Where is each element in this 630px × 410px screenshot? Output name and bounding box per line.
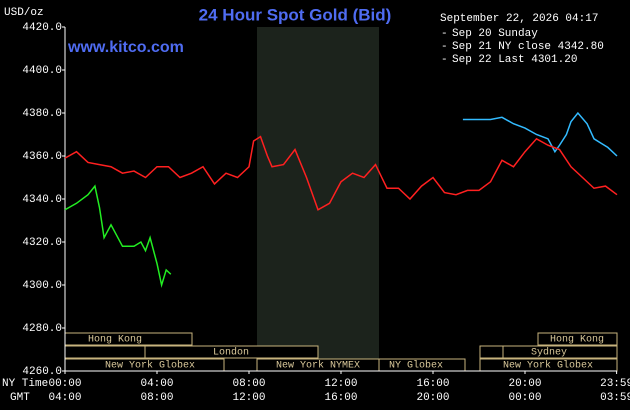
timestamp: September 22, 2026 04:17 — [440, 13, 598, 25]
session-label: NY Globex — [389, 360, 443, 372]
unit-label: USD/oz — [4, 7, 44, 19]
gmt-tick-label: 16:00 — [324, 392, 357, 404]
session-label: London — [213, 347, 249, 359]
y-tick-label: 4400.0 — [22, 65, 62, 77]
gmt-tick-label: 12:00 — [232, 392, 265, 404]
website: www.kitco.com — [67, 39, 184, 56]
legend-label: Sep 21 NY close 4342.80 — [452, 41, 604, 53]
gmt-tick-label: 03:59 — [600, 392, 630, 404]
y-tick-label: 4360.0 — [22, 151, 62, 163]
session-box — [64, 345, 146, 359]
series-line — [64, 184, 172, 288]
session-label: New York Globex — [503, 360, 593, 372]
legend-marker: - — [441, 41, 448, 53]
y-tick-label: 4320.0 — [22, 237, 62, 249]
gmt-tick-label: 04:00 — [48, 392, 81, 404]
x-tick-label: 23:59 — [600, 378, 630, 390]
session-label: Hong Kong — [88, 335, 142, 346]
legend-marker: - — [441, 54, 448, 66]
series-line — [462, 111, 618, 157]
session-label: Hong Kong — [550, 335, 604, 346]
session-box — [502, 345, 618, 359]
chart-title: 24 Hour Spot Gold (Bid) — [199, 5, 392, 24]
nymex-shade — [257, 27, 379, 371]
session-box — [537, 332, 618, 346]
y-tick-label: 4420.0 — [22, 22, 62, 34]
session-label: New York NYMEX — [276, 360, 360, 372]
legend-label: Sep 20 Sunday — [452, 28, 538, 40]
gmt-tick-label: 08:00 — [140, 392, 173, 404]
legend-label: Sep 22 Last 4301.20 — [452, 54, 577, 66]
session-label: New York Globex — [105, 360, 195, 372]
x-tick-label: 08:00 — [232, 378, 265, 390]
x-tick-label: 16:00 — [416, 378, 449, 390]
x-row-label: NY Time — [2, 378, 48, 390]
session-box — [479, 345, 504, 359]
x-tick-label: 04:00 — [140, 378, 173, 390]
gmt-tick-label: 00:00 — [508, 392, 541, 404]
y-tick-label: 4280.0 — [22, 323, 62, 335]
y-tick-label: 4340.0 — [22, 194, 62, 206]
session-label: Sydney — [531, 347, 567, 359]
y-tick-label: 4380.0 — [22, 108, 62, 120]
x-tick-label: 12:00 — [324, 378, 357, 390]
series-line — [64, 135, 618, 211]
y-tick-label: 4300.0 — [22, 280, 62, 292]
x-tick-label: 20:00 — [508, 378, 541, 390]
session-box — [144, 345, 319, 359]
x-tick-label: 00:00 — [48, 378, 81, 390]
gmt-tick-label: 20:00 — [416, 392, 449, 404]
y-tick-label: 4260.0 — [22, 366, 62, 378]
x-row-label: GMT — [10, 392, 30, 404]
legend-marker: - — [441, 28, 448, 40]
